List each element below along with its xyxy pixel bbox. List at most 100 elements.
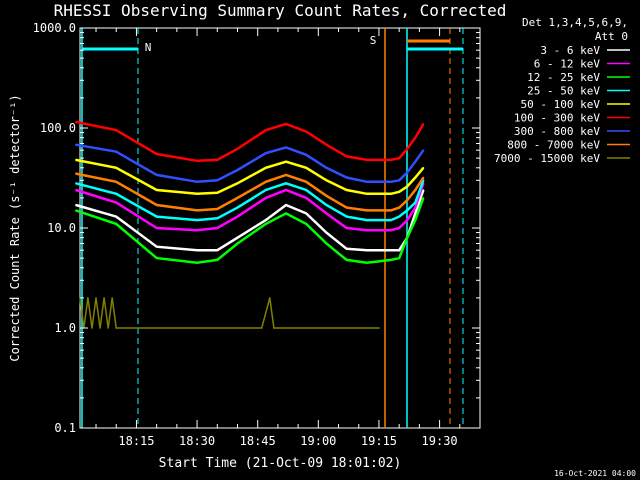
data-point-1-0 [75, 189, 77, 191]
legend-label: 800 - 7000 keV [507, 139, 600, 152]
data-point-1-12 [390, 229, 392, 231]
data-point-8-3 [91, 327, 93, 329]
data-point-5-4 [216, 159, 219, 161]
data-point-5-0 [75, 121, 77, 123]
data-point-5-8 [305, 130, 308, 133]
data-point-1-15 [414, 206, 417, 209]
data-point-1-4 [216, 227, 219, 229]
data-point-3-10 [345, 215, 348, 218]
data-point-7-10 [345, 206, 348, 209]
data-point-5-2 [155, 153, 158, 155]
data-point-2-5 [236, 242, 239, 245]
data-point-0-8 [305, 212, 308, 215]
data-point-7-12 [390, 209, 392, 212]
data-point-7-4 [216, 208, 219, 210]
data-point-8-15 [277, 327, 279, 329]
data-point-8-2 [87, 297, 89, 299]
data-point-5-15 [414, 136, 417, 139]
data-point-0-15 [414, 212, 417, 215]
data-point-8-12 [260, 327, 263, 329]
data-point-3-15 [414, 201, 417, 204]
data-point-4-0 [75, 159, 77, 161]
data-point-7-8 [305, 181, 308, 183]
y-tick-label: 10.0 [47, 221, 76, 235]
legend-label: 300 - 800 keV [514, 125, 600, 138]
data-point-0-13 [398, 249, 401, 251]
data-point-8-10 [131, 327, 134, 329]
data-point-1-5 [236, 215, 239, 218]
data-point-8-16 [378, 327, 380, 329]
data-point-1-10 [345, 227, 348, 229]
series-layer [75, 120, 425, 329]
data-point-6-8 [305, 154, 308, 156]
data-point-4-11 [366, 193, 368, 195]
data-point-0-11 [366, 249, 368, 251]
data-point-4-12 [390, 193, 392, 195]
data-point-2-16 [422, 197, 425, 199]
x-tick-label: 18:15 [118, 434, 154, 448]
x-tick-label: 19:15 [361, 434, 397, 448]
data-point-0-10 [345, 248, 348, 250]
data-point-4-9 [325, 179, 328, 182]
data-point-7-13 [398, 206, 401, 209]
data-point-3-2 [155, 215, 158, 218]
data-point-4-6 [265, 167, 267, 169]
data-point-4-14 [406, 185, 409, 188]
data-point-4-4 [216, 192, 219, 194]
data-point-1-6 [265, 197, 267, 199]
y-axis: 0.1 1.0 10.0 100.0 1000.0 [33, 21, 480, 435]
legend-label: 12 - 25 keV [527, 71, 600, 84]
legend-label: 25 - 50 keV [527, 85, 600, 98]
data-point-8-6 [103, 297, 105, 299]
data-point-0-5 [236, 236, 239, 239]
data-point-5-5 [236, 148, 239, 150]
data-point-6-11 [366, 181, 368, 183]
data-point-7-9 [325, 195, 328, 197]
data-point-0-0 [75, 204, 77, 206]
data-point-3-8 [305, 189, 308, 191]
data-point-6-7 [285, 146, 287, 149]
data-point-2-9 [325, 242, 328, 245]
data-point-7-6 [265, 181, 267, 183]
data-point-2-6 [265, 223, 267, 225]
data-point-4-13 [398, 191, 401, 193]
data-point-8-5 [99, 327, 101, 329]
data-point-3-7 [285, 182, 287, 185]
data-point-7-2 [155, 204, 158, 206]
data-point-7-14 [406, 199, 409, 201]
data-point-1-8 [305, 197, 308, 199]
data-point-8-7 [107, 327, 109, 329]
data-point-1-1 [115, 201, 117, 204]
data-point-6-4 [216, 179, 219, 182]
data-point-8-9 [115, 327, 117, 329]
data-point-6-9 [325, 167, 328, 169]
data-point-4-8 [305, 167, 308, 169]
data-point-3-13 [398, 215, 401, 218]
x-tick-label: 18:45 [240, 434, 276, 448]
y-tick-label: 0.1 [54, 421, 76, 435]
data-point-2-11 [366, 261, 368, 264]
x-axis: 18:15 18:30 18:45 19:00 19:15 19:30 [95, 28, 461, 448]
data-point-0-6 [265, 219, 267, 221]
data-point-7-5 [236, 197, 239, 199]
y-tick-label: 1000.0 [33, 21, 76, 35]
data-point-6-15 [414, 160, 417, 163]
data-point-1-2 [155, 227, 158, 229]
data-point-8-4 [95, 297, 97, 299]
data-point-2-15 [414, 219, 417, 221]
data-point-7-0 [75, 172, 77, 175]
data-point-6-12 [390, 181, 392, 183]
data-point-5-6 [265, 129, 267, 131]
data-point-8-13 [269, 297, 271, 299]
data-point-1-14 [406, 219, 409, 221]
data-point-5-1 [115, 129, 117, 131]
data-point-7-1 [115, 181, 117, 183]
data-point-2-12 [390, 259, 392, 261]
data-point-7-15 [414, 189, 417, 191]
data-point-0-12 [390, 249, 392, 251]
data-point-4-10 [345, 189, 348, 191]
data-point-2-1 [115, 223, 117, 225]
data-point-2-7 [285, 212, 287, 215]
